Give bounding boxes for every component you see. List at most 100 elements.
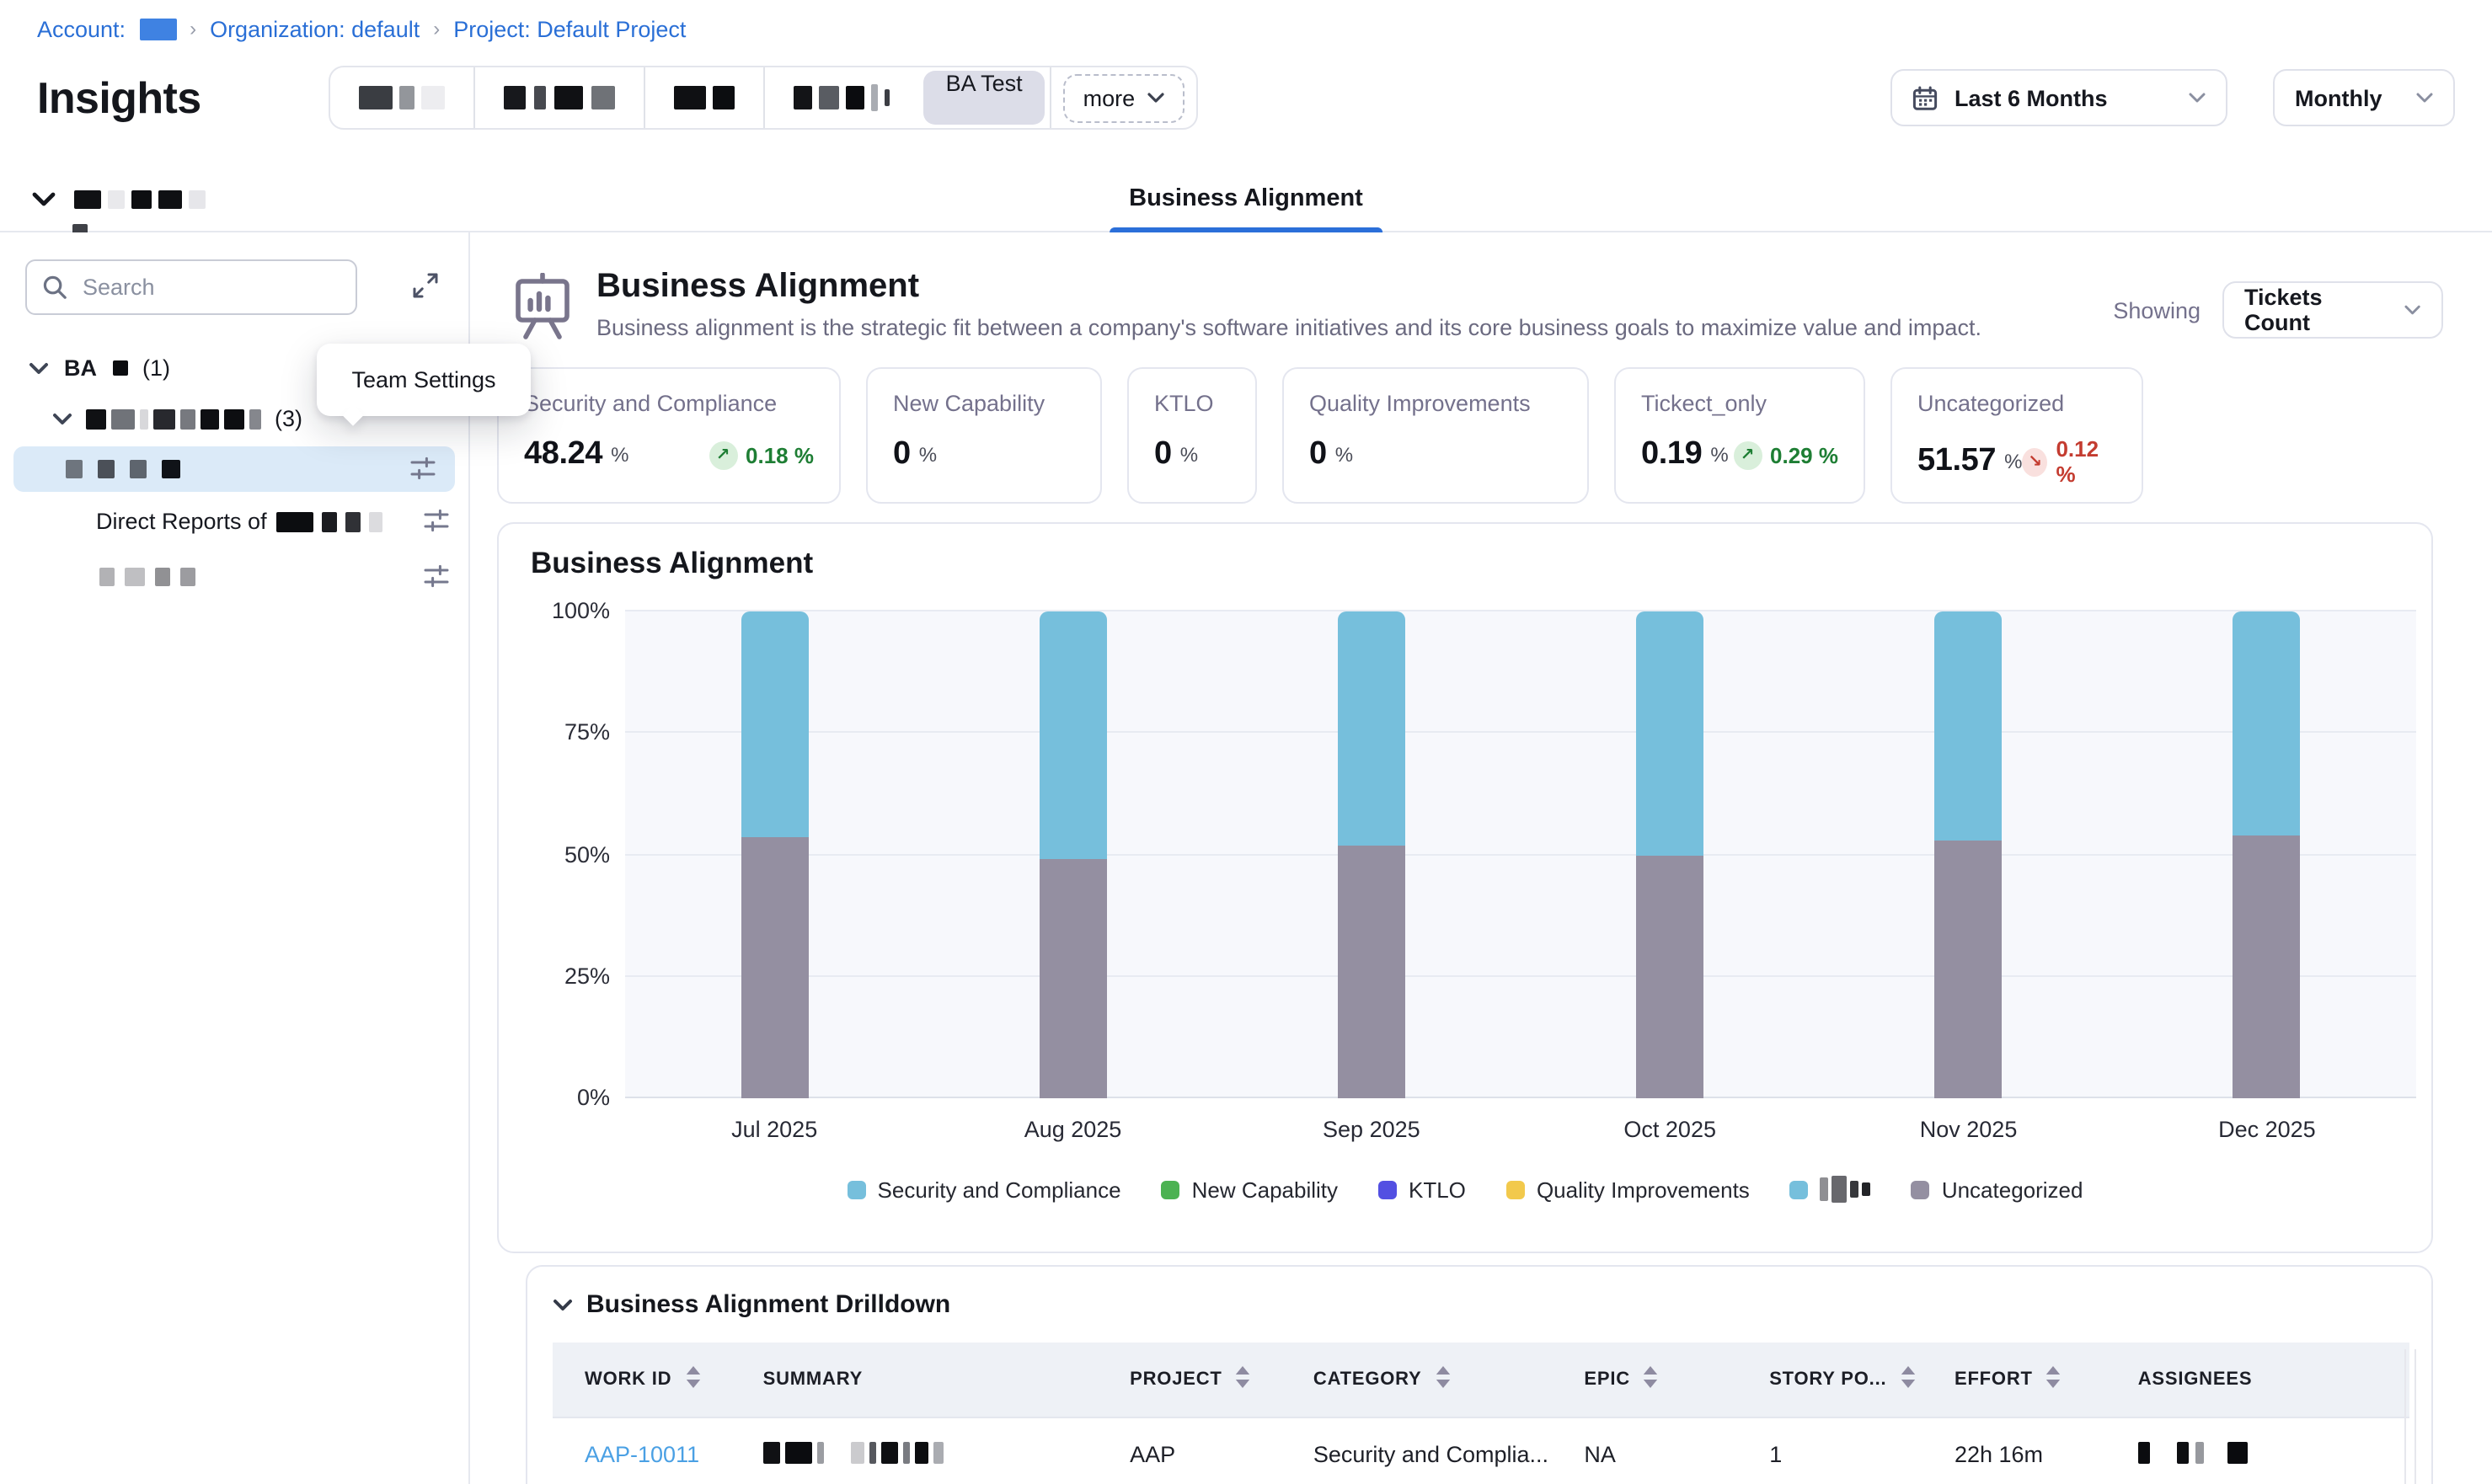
- stacked-bar-sep-2025[interactable]: [1337, 611, 1405, 1098]
- showing-select[interactable]: Tickets Count: [2222, 281, 2443, 339]
- bar-segment-uncategorized[interactable]: [741, 837, 809, 1098]
- tree-item-direct-reports[interactable]: Direct Reports of: [0, 499, 468, 544]
- breadcrumb-separator: ›: [190, 17, 197, 40]
- redaction-block: [86, 408, 106, 429]
- bar-segment-uncategorized[interactable]: [2233, 835, 2301, 1098]
- legend-item-quality-improvements[interactable]: Quality Improvements: [1505, 1177, 1750, 1202]
- showing-control: Showing Tickets Count: [2113, 281, 2443, 339]
- column-header-work-id[interactable]: WORK ID: [553, 1343, 731, 1417]
- filter-segment-ba-test[interactable]: BA Test: [923, 71, 1045, 125]
- legend-swatch: [1505, 1180, 1525, 1198]
- sort-icon[interactable]: [1436, 1365, 1451, 1393]
- redaction-block: [180, 568, 195, 586]
- kpi-value-row: 51.57% ↘ 0.12 %: [1917, 436, 2116, 487]
- drilldown-header[interactable]: Business Alignment Drilldown: [553, 1290, 2431, 1319]
- tree-item-ba-root[interactable]: BA (1): [0, 345, 468, 391]
- bar-segment-security-and-compliance[interactable]: [1636, 611, 1704, 855]
- sort-icon[interactable]: [1236, 1365, 1251, 1393]
- kpi-value-row: 48.24% ↗ 0.18 %: [524, 436, 814, 473]
- redaction-block: [112, 360, 127, 376]
- tab-business-alignment[interactable]: Business Alignment: [1109, 167, 1383, 232]
- filter-segment-redacted[interactable]: [476, 67, 644, 128]
- chevron-down-icon[interactable]: [29, 361, 49, 375]
- chart-card: Business Alignment Jul 2025 Aug 2025 Sep 2…: [497, 522, 2433, 1253]
- expand-sidebar-button[interactable]: [408, 267, 443, 307]
- stacked-bar-aug-2025[interactable]: [1039, 611, 1107, 1098]
- redaction-block: [1820, 1177, 1829, 1201]
- bar-segment-security-and-compliance[interactable]: [1337, 611, 1405, 846]
- legend-item-uncategorized[interactable]: Uncategorized: [1911, 1177, 2083, 1202]
- y-axis-tick: 100%: [551, 598, 610, 623]
- tree-item-group[interactable]: (3): [0, 396, 468, 441]
- column-header-project[interactable]: PROJECT: [1098, 1343, 1281, 1417]
- stacked-bar-nov-2025[interactable]: [1934, 611, 2003, 1098]
- legend-item-ktlo[interactable]: KTLO: [1378, 1177, 1466, 1202]
- redaction-block: [871, 84, 879, 111]
- bar-segment-security-and-compliance[interactable]: [741, 611, 809, 838]
- filter-segment-redacted[interactable]: [331, 67, 474, 128]
- drilldown-card: Business Alignment Drilldown WORK ID SUMM…: [526, 1265, 2433, 1484]
- column-header-effort[interactable]: EFFORT: [1922, 1343, 2106, 1417]
- legend-swatch: [1161, 1180, 1180, 1198]
- chevron-down-icon[interactable]: [52, 412, 72, 425]
- redacted-label: [359, 86, 446, 109]
- bar-segment-uncategorized[interactable]: [1337, 845, 1405, 1098]
- bar-segment-uncategorized[interactable]: [1039, 859, 1107, 1098]
- redaction-block: [554, 86, 584, 109]
- kpi-label: Tickect_only: [1641, 391, 1767, 416]
- search-icon: [43, 275, 67, 299]
- column-header-epic[interactable]: EPIC: [1552, 1343, 1738, 1417]
- legend-item-security-and-compliance[interactable]: Security and Compliance: [847, 1177, 1121, 1202]
- date-range-select[interactable]: Last 6 Months: [1890, 69, 2227, 126]
- column-header-story-po-[interactable]: STORY PO...: [1737, 1343, 1922, 1417]
- redacted-label: [2137, 1441, 2248, 1464]
- bar-segment-uncategorized[interactable]: [1934, 840, 2003, 1098]
- stacked-bar-oct-2025[interactable]: [1636, 611, 1704, 1098]
- breadcrumb-project-link[interactable]: Project: Default Project: [453, 16, 687, 41]
- stacked-bar-jul-2025[interactable]: [741, 611, 809, 1098]
- panel-titles: Business Alignment Business alignment is…: [596, 268, 1981, 340]
- team-settings-button[interactable]: [409, 455, 436, 482]
- sort-icon[interactable]: [1644, 1365, 1659, 1393]
- team-settings-tooltip: Team Settings: [317, 344, 531, 416]
- sort-icon[interactable]: [1900, 1365, 1915, 1393]
- search-box: [25, 259, 357, 315]
- redaction-block: [784, 1441, 812, 1464]
- filter-segment-redacted[interactable]: [646, 67, 764, 128]
- work-id-link[interactable]: AAP-10011: [585, 1442, 700, 1468]
- team-settings-button[interactable]: [423, 507, 450, 534]
- x-axis-label: Jul 2025: [731, 1117, 818, 1142]
- table-scrollbar[interactable]: [2404, 1349, 2416, 1484]
- collapse-section-header[interactable]: [32, 190, 206, 237]
- more-filters-button[interactable]: more: [1062, 73, 1185, 122]
- column-header-category[interactable]: CATEGORY: [1281, 1343, 1553, 1417]
- redacted-label: [66, 460, 180, 478]
- bar-segment-security-and-compliance[interactable]: [1934, 611, 2003, 841]
- kpi-delta-value: 0.12 %: [2056, 436, 2099, 487]
- breadcrumb-organization-link[interactable]: Organization: default: [210, 16, 420, 41]
- kpi-value: 51.57: [1917, 443, 1997, 478]
- legend-item-new-capability[interactable]: New Capability: [1161, 1177, 1338, 1202]
- chart-legend: Security and Compliance New Capability KTL…: [499, 1176, 2431, 1203]
- toolbar-divider: [473, 67, 476, 128]
- tree-item-redacted[interactable]: [0, 554, 468, 600]
- redaction-block: [819, 86, 840, 109]
- redaction-block: [399, 86, 415, 109]
- tree-item-selected[interactable]: [13, 446, 455, 492]
- sort-icon[interactable]: [2046, 1365, 2062, 1393]
- filter-segment-redacted[interactable]: [766, 67, 919, 128]
- bar-segment-uncategorized[interactable]: [1636, 855, 1704, 1098]
- breadcrumb-account-link[interactable]: Account:: [37, 16, 126, 41]
- redaction-block: [153, 408, 175, 429]
- stacked-bar-dec-2025[interactable]: [2233, 611, 2301, 1098]
- bar-segment-security-and-compliance[interactable]: [1039, 611, 1107, 860]
- legend-swatch: [1789, 1180, 1809, 1198]
- breadcrumb-separator: ›: [433, 17, 441, 40]
- sort-icon[interactable]: [685, 1365, 700, 1393]
- team-settings-button[interactable]: [423, 563, 450, 590]
- search-input[interactable]: [25, 259, 357, 315]
- bar-segment-security-and-compliance[interactable]: [2233, 611, 2301, 835]
- redaction-block: [591, 86, 616, 109]
- granularity-select[interactable]: Monthly: [2273, 69, 2455, 126]
- legend-item-tickect-only[interactable]: [1789, 1176, 1871, 1203]
